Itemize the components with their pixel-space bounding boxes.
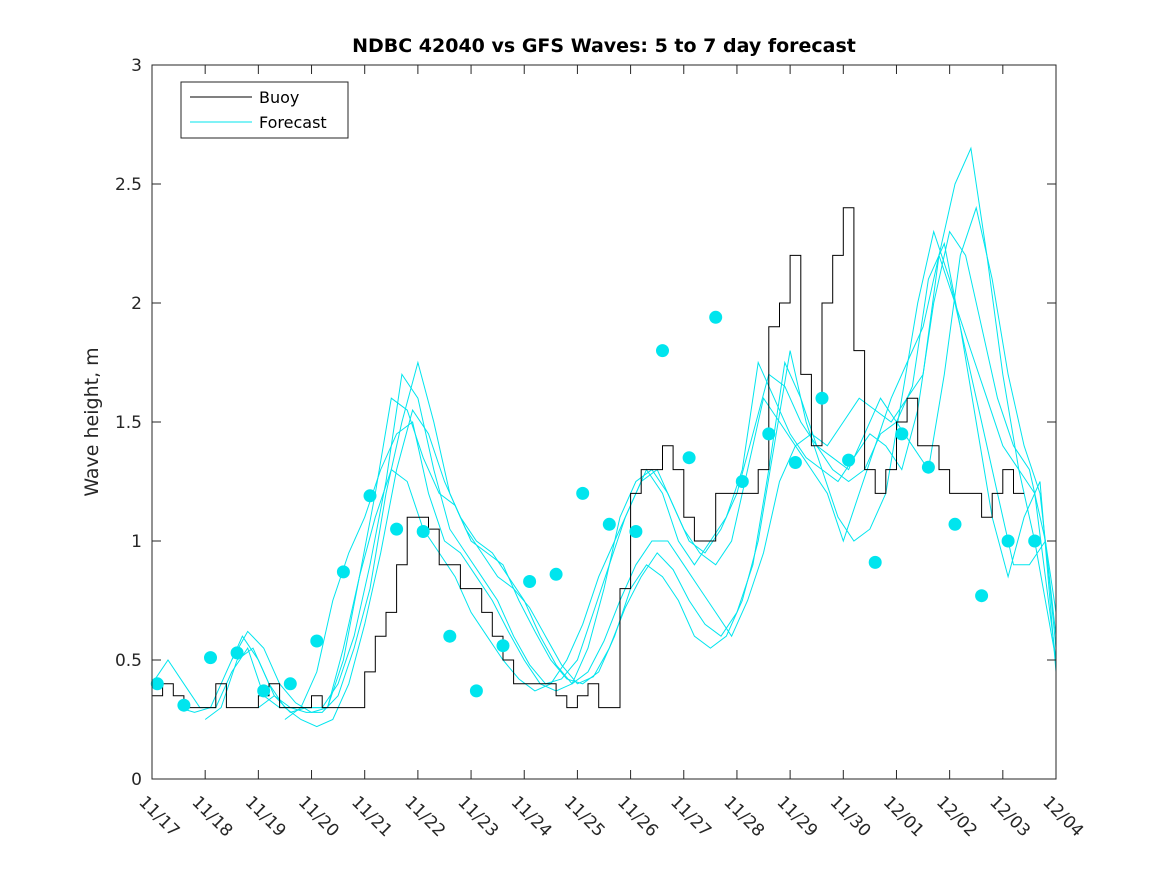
plot-area bbox=[152, 65, 1056, 779]
forecast-marker bbox=[948, 517, 962, 531]
forecast-marker bbox=[735, 475, 749, 488]
legend-buoy-label: Buoy bbox=[259, 88, 299, 107]
x-tick-label: 11/17 bbox=[134, 792, 183, 841]
forecast-line-3 bbox=[204, 146, 1057, 728]
x-tick-label: 11/19 bbox=[241, 792, 290, 841]
forecast-marker bbox=[1028, 534, 1042, 548]
forecast-marker bbox=[177, 698, 191, 712]
forecast-marker bbox=[868, 555, 882, 569]
forecast-marker bbox=[1001, 534, 1015, 548]
x-tick-label: 12/02 bbox=[932, 792, 981, 841]
forecast-marker bbox=[283, 677, 297, 691]
forecast-marker bbox=[602, 517, 616, 531]
legend-forecast-label: Forecast bbox=[259, 113, 327, 132]
forecast-marker bbox=[815, 391, 829, 405]
forecast-line-4 bbox=[231, 229, 1057, 713]
forecast-marker bbox=[523, 575, 537, 588]
y-tick-label: 3 bbox=[131, 56, 142, 76]
buoy-line bbox=[152, 207, 1025, 709]
x-tick-label: 11/29 bbox=[773, 792, 822, 841]
forecast-marker bbox=[257, 684, 271, 698]
forecast-marker bbox=[709, 310, 723, 324]
forecast-marker bbox=[895, 427, 909, 441]
forecast-marker bbox=[656, 344, 669, 358]
x-tick-label: 11/26 bbox=[613, 792, 662, 841]
forecast-line-2 bbox=[178, 205, 1057, 713]
x-tick-label: 12/04 bbox=[1038, 792, 1087, 841]
y-axis-label: Wave height, m bbox=[81, 347, 103, 496]
forecast-marker bbox=[788, 456, 802, 469]
y-tick-label: 1.5 bbox=[115, 413, 142, 433]
forecast-marker bbox=[921, 460, 935, 474]
forecast-line-5 bbox=[258, 241, 1057, 713]
y-tick-label: 1 bbox=[131, 532, 142, 552]
legend-box bbox=[180, 81, 349, 139]
forecast-marker bbox=[842, 453, 856, 467]
x-tick-label: 11/23 bbox=[454, 792, 503, 841]
y-tick-label: 0 bbox=[131, 770, 142, 790]
x-tick-label: 11/18 bbox=[188, 792, 237, 841]
x-tick-label: 11/24 bbox=[507, 792, 556, 841]
x-tick-label: 11/28 bbox=[719, 792, 768, 841]
forecast-marker bbox=[363, 489, 377, 503]
forecast-marker bbox=[390, 522, 404, 536]
x-tick-label: 11/25 bbox=[560, 792, 609, 841]
forecast-marker bbox=[150, 677, 164, 691]
legend: Buoy Forecast bbox=[180, 81, 349, 139]
y-tick-label: 2.5 bbox=[115, 175, 142, 195]
forecast-marker bbox=[576, 486, 590, 500]
forecast-marker bbox=[469, 684, 483, 698]
forecast-line-6 bbox=[284, 253, 1057, 720]
x-tick-label: 12/03 bbox=[985, 792, 1034, 841]
x-tick-label: 11/22 bbox=[400, 792, 449, 841]
chart-title: NDBC 42040 vs GFS Waves: 5 to 7 day fore… bbox=[352, 35, 856, 57]
x-tick-label: 11/30 bbox=[826, 792, 875, 841]
forecast-marker bbox=[762, 427, 776, 441]
x-tick-label: 11/21 bbox=[347, 792, 396, 841]
forecast-marker bbox=[443, 629, 457, 643]
forecast-marker bbox=[416, 525, 430, 538]
forecast-marker bbox=[682, 451, 696, 465]
forecast-marker bbox=[629, 525, 643, 538]
series-layer bbox=[150, 146, 1057, 728]
x-tick-label: 12/01 bbox=[879, 792, 928, 841]
x-tick-label: 11/20 bbox=[294, 792, 343, 841]
forecast-marker bbox=[310, 634, 324, 648]
forecast-marker bbox=[496, 639, 510, 653]
y-tick-label: 2 bbox=[131, 294, 142, 314]
y-tick-label: 0.5 bbox=[115, 651, 142, 671]
forecast-marker bbox=[204, 651, 217, 665]
forecast-marker bbox=[549, 567, 563, 581]
x-tick-label: 11/27 bbox=[666, 792, 715, 841]
forecast-marker bbox=[230, 646, 244, 660]
forecast-marker bbox=[975, 589, 989, 603]
forecast-marker bbox=[336, 565, 350, 579]
